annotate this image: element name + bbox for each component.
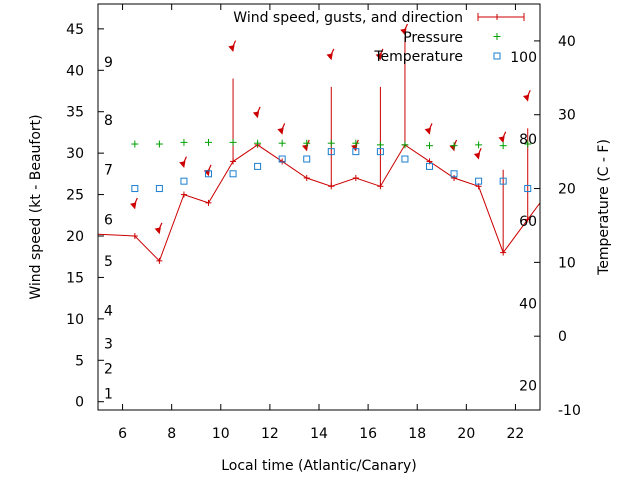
y-axis-label-left: Wind speed (kt - Beaufort) <box>28 114 44 299</box>
x-axis-label: Local time (Atlantic/Canary) <box>221 458 417 474</box>
wind-direction-head-6 <box>277 127 284 135</box>
wind-direction-head-4 <box>228 45 235 52</box>
temperature-point-11 <box>401 155 409 163</box>
temperature-point-6 <box>278 155 286 163</box>
beaufort-label-8: 8 <box>104 113 113 129</box>
wind-speed-line <box>98 144 540 262</box>
temperature-point-0 <box>131 185 139 193</box>
wind-direction-head-16 <box>522 94 530 102</box>
y-left-tick-label-0: 0 <box>75 395 84 411</box>
legend-sample-temperature <box>493 52 501 60</box>
wind-direction-head-14 <box>473 152 481 160</box>
y-left-tick-label-45: 45 <box>66 22 84 38</box>
wind-direction-head-11 <box>400 28 407 36</box>
legend-label-pressure: Pressure <box>403 30 463 46</box>
temperature-point-9 <box>352 148 360 156</box>
legend-label-wind: Wind speed, gusts, and direction <box>233 10 463 26</box>
y-left-tick-label-5: 5 <box>75 353 84 369</box>
y-left-tick-label-15: 15 <box>66 270 84 286</box>
wind-direction-head-0 <box>130 202 137 210</box>
x-tick-label-14: 14 <box>310 426 328 442</box>
y-left-tick-label-35: 35 <box>66 105 84 121</box>
x-tick-label-10: 10 <box>212 426 230 442</box>
beaufort-label-3: 3 <box>104 337 113 353</box>
beaufort-label-9: 9 <box>104 55 113 71</box>
y-left-tick-label-10: 10 <box>66 312 84 328</box>
beaufort-label-1: 1 <box>104 386 113 402</box>
temperature-point-16 <box>524 185 532 193</box>
beaufort-label-4: 4 <box>104 304 113 320</box>
x-tick-label-22: 22 <box>507 426 525 442</box>
y-left-tick-label-25: 25 <box>66 188 84 204</box>
fahrenheit-label-40: 40 <box>519 297 537 313</box>
x-tick-label-16: 16 <box>359 426 377 442</box>
fahrenheit-label-20: 20 <box>519 379 537 395</box>
temperature-point-12 <box>426 162 433 170</box>
y-axis-label-right: Temperature (C - F) <box>596 139 612 276</box>
wind-direction-head-8 <box>326 53 333 61</box>
temperature-point-7 <box>303 155 311 163</box>
plot-area <box>98 23 540 264</box>
temperature-point-4 <box>229 170 237 178</box>
x-tick-label-20: 20 <box>457 426 475 442</box>
wind-direction-head-1 <box>154 227 161 235</box>
fahrenheit-label-60: 60 <box>519 214 537 230</box>
temperature-point-2 <box>180 177 188 185</box>
y-left-tick-label-30: 30 <box>66 146 84 162</box>
temperature-point-15 <box>499 177 507 185</box>
fahrenheit-label-80: 80 <box>519 132 537 148</box>
temperature-point-1 <box>155 185 163 193</box>
wind-direction-head-12 <box>424 127 431 135</box>
temperature-point-5 <box>254 162 262 170</box>
legend-label-temperature: Temperature <box>373 49 463 65</box>
temperature-point-3 <box>205 170 212 178</box>
y-right-tick-label-40: 40 <box>558 34 576 50</box>
beaufort-label-6: 6 <box>104 212 113 228</box>
temperature-point-8 <box>327 148 335 156</box>
x-tick-label-8: 8 <box>167 426 176 442</box>
y-right-tick-label-0: 0 <box>558 329 567 345</box>
plot-frame <box>97 3 541 411</box>
wind-direction-head-2 <box>179 161 186 168</box>
y-left-tick-label-40: 40 <box>66 63 84 79</box>
wind-direction-head-5 <box>252 111 260 119</box>
axis-ticks: 6 8 10 12 14 16 18 20 22051015202530354045-10010… <box>66 4 581 442</box>
beaufort-label-7: 7 <box>104 163 113 179</box>
y-right-tick-label-20: 20 <box>558 182 576 198</box>
y-right-tick-label-30: 30 <box>558 108 576 124</box>
x-tick-label-6: 6 <box>118 426 127 442</box>
legend: Wind speed, gusts, and direction Pressur… <box>233 10 525 65</box>
x-tick-label-18: 18 <box>408 426 426 442</box>
wind-direction-head-15 <box>498 136 505 144</box>
y-left-tick-label-20: 20 <box>66 229 84 245</box>
y-right-tick-label-10: 10 <box>558 255 576 271</box>
beaufort-label-2: 2 <box>104 362 113 378</box>
fahrenheit-label-100: 100 <box>510 50 537 66</box>
temperature-point-13 <box>450 170 458 178</box>
y-right-tick-label--10: -10 <box>558 403 581 419</box>
wind-direction-head-10 <box>375 53 382 61</box>
temperature-point-14 <box>475 177 483 185</box>
temperature-point-10 <box>376 148 384 156</box>
beaufort-label-5: 5 <box>104 254 113 270</box>
x-tick-label-12: 12 <box>261 426 279 442</box>
